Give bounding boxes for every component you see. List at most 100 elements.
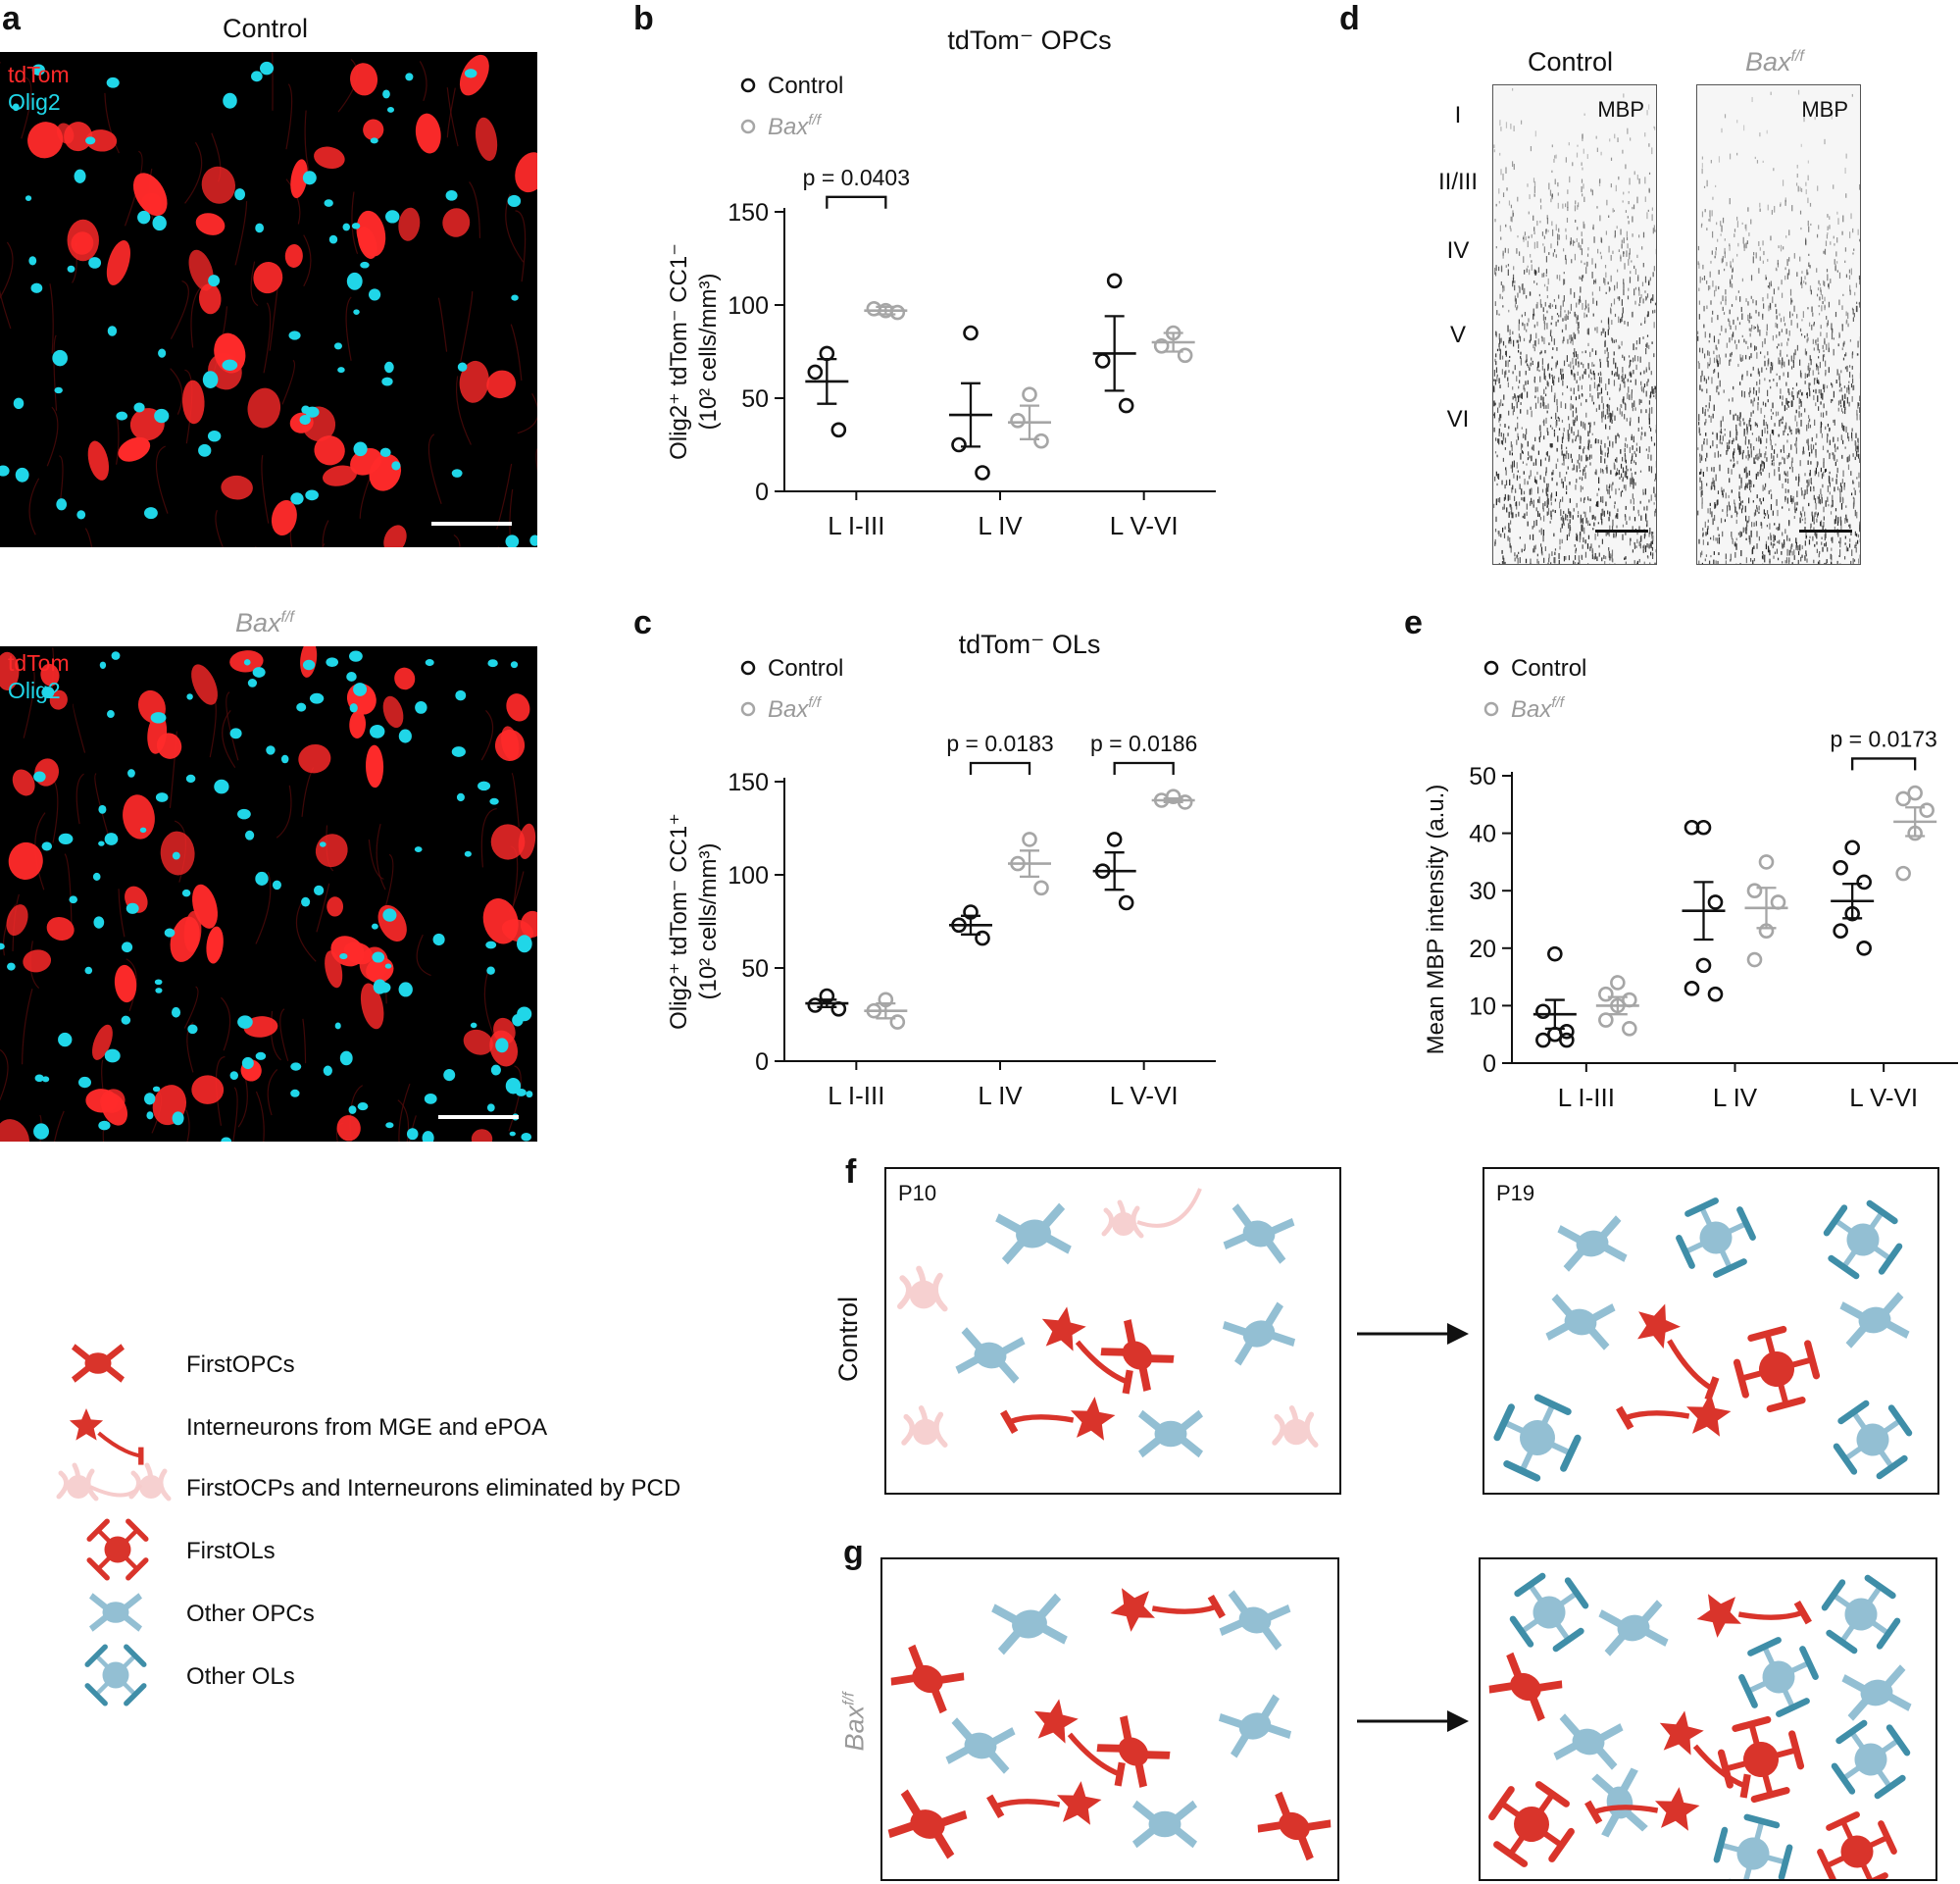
fiber (1799, 544, 1800, 550)
fiber (1506, 265, 1507, 268)
fiber (1577, 354, 1578, 359)
fiber (1832, 383, 1833, 387)
fiber (1556, 483, 1557, 486)
fiber (1750, 374, 1751, 377)
fiber (1719, 535, 1720, 537)
fiber (1729, 337, 1730, 342)
fiber (1716, 222, 1717, 225)
fiber (1513, 396, 1514, 399)
fiber (1748, 450, 1749, 456)
fiber (1603, 329, 1604, 331)
fiber (1557, 233, 1558, 239)
fiber (1587, 543, 1588, 549)
opc-icon (1132, 1801, 1197, 1848)
fiber (1554, 338, 1555, 345)
fiber (1736, 520, 1737, 524)
fiber (1829, 367, 1830, 373)
fiber (1571, 427, 1572, 432)
olig2-nucleus (511, 661, 518, 668)
fiber (1709, 402, 1710, 408)
fiber (1610, 470, 1611, 474)
fiber (1602, 539, 1603, 544)
fiber (1814, 322, 1815, 325)
fiber (1742, 279, 1743, 281)
fiber (1597, 148, 1598, 152)
fiber (1808, 503, 1809, 506)
fiber (1762, 314, 1763, 320)
fiber (1587, 329, 1588, 333)
fiber (1797, 428, 1798, 433)
olig2-nucleus (93, 916, 104, 928)
fiber (1721, 429, 1722, 432)
fiber (1566, 485, 1567, 490)
fiber (1802, 519, 1803, 521)
fiber (1753, 326, 1754, 330)
fiber (1579, 560, 1580, 564)
fiber (1630, 277, 1631, 282)
fiber (1562, 539, 1563, 543)
timepoint-label: P19 (1496, 1181, 1534, 1206)
fiber (1583, 467, 1584, 472)
fiber (1786, 439, 1787, 442)
fiber (1699, 384, 1700, 389)
fiber (1782, 457, 1783, 460)
fiber (1831, 555, 1832, 561)
fiber (1608, 330, 1609, 335)
olig2-nucleus (372, 924, 378, 930)
fiber (1537, 362, 1538, 368)
fiber (1782, 422, 1783, 424)
scale-bar (438, 1115, 519, 1119)
fiber (1521, 121, 1522, 125)
fiber (1745, 225, 1746, 231)
process-trace (117, 416, 119, 464)
fiber (1773, 535, 1774, 539)
fiber (1556, 421, 1557, 428)
fiber (1499, 563, 1500, 564)
fiber (1505, 361, 1506, 367)
fiber (1849, 365, 1850, 368)
tdtom-cell (284, 244, 303, 269)
fiber (1509, 529, 1510, 534)
fiber (1718, 286, 1719, 289)
olig2-nucleus (108, 326, 117, 336)
fiber (1822, 393, 1823, 400)
fiber (1772, 460, 1773, 462)
fiber (1783, 246, 1784, 249)
fiber (1540, 299, 1541, 305)
fiber (1707, 180, 1708, 187)
fiber (1811, 325, 1812, 331)
fiber (1546, 275, 1547, 277)
fiber (1654, 386, 1655, 389)
fiber (1809, 452, 1810, 457)
process-trace (50, 283, 53, 353)
fiber (1601, 557, 1602, 561)
fiber (1552, 144, 1553, 147)
fiber (1821, 427, 1822, 433)
fiber (1842, 294, 1843, 296)
olig2-nucleus (425, 1094, 437, 1104)
fiber (1581, 525, 1582, 532)
fiber (1764, 487, 1765, 490)
fiber (1705, 433, 1706, 436)
fiber (1546, 323, 1547, 329)
fiber (1859, 239, 1860, 242)
fiber (1766, 331, 1767, 335)
process-trace (268, 1069, 276, 1115)
fiber (1596, 504, 1597, 506)
fiber (1811, 444, 1812, 449)
fiber (1782, 542, 1783, 547)
fiber (1715, 537, 1716, 540)
fiber (1839, 488, 1840, 491)
first-ol-icon (1710, 1708, 1813, 1811)
fiber (1575, 200, 1576, 204)
olig2-nucleus (154, 409, 169, 423)
fiber (1772, 363, 1773, 367)
process-trace (417, 935, 430, 975)
fiber (1496, 484, 1497, 485)
fiber (1591, 378, 1592, 380)
fiber (1707, 409, 1708, 412)
fiber (1715, 256, 1716, 259)
fiber (1582, 231, 1583, 236)
fiber (1563, 458, 1564, 460)
fiber (1721, 518, 1722, 523)
